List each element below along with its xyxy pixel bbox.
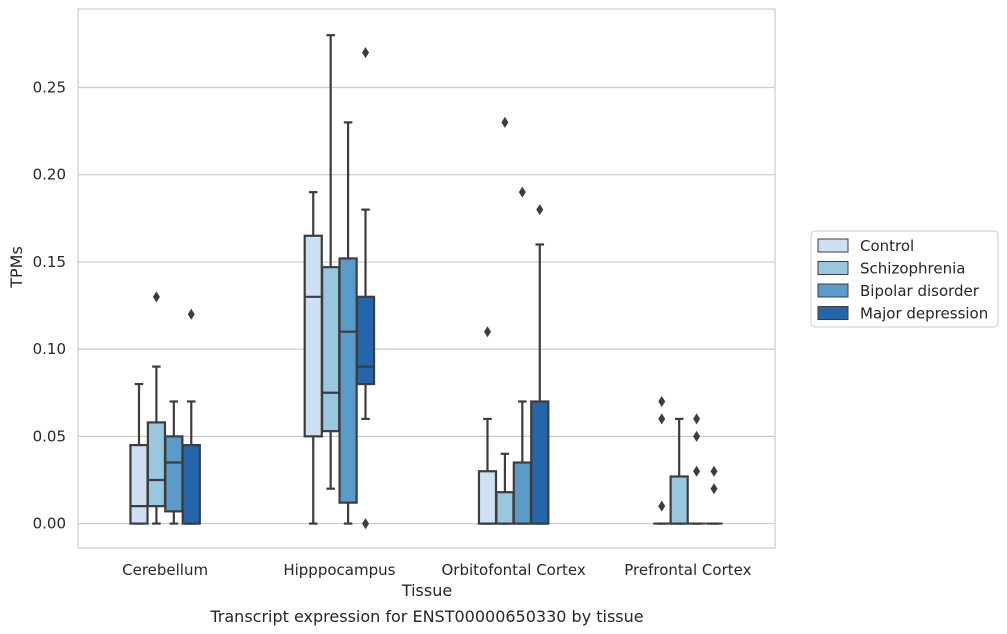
y-tick-label: 0.15 — [33, 253, 66, 271]
x-axis-label: Tissue — [401, 581, 452, 600]
y-tick-label: 0.25 — [33, 78, 66, 96]
outlier-point — [658, 395, 666, 407]
box-body — [303, 234, 323, 438]
legend: Control Schizophrenia Bipolar disorder Majo… — [810, 230, 999, 328]
plot-frame — [77, 8, 776, 549]
box-major-depression — [181, 308, 201, 525]
box-control — [653, 395, 671, 525]
outlier-point — [658, 500, 666, 512]
x-tick-label: Prefrontal Cortex — [624, 561, 751, 579]
box-control — [303, 191, 323, 525]
x-tick-label: Hipppocampus — [283, 561, 395, 579]
y-axis-ticks: 0.00 0.05 0.10 0.15 0.20 0.25 — [33, 78, 66, 532]
outlier-point — [658, 413, 666, 425]
box-major-depression — [530, 204, 550, 525]
outlier-point — [362, 47, 370, 59]
outlier-point — [152, 291, 160, 303]
outlier-point — [693, 465, 701, 477]
box-schizophrenia — [669, 417, 689, 525]
box-body — [495, 491, 515, 525]
outlier-point — [187, 308, 195, 320]
box-body — [338, 257, 358, 504]
outlier-point — [501, 116, 509, 128]
y-tick-label: 0.05 — [33, 427, 66, 445]
box-body — [146, 421, 167, 508]
legend-swatch — [817, 283, 849, 298]
y-tick-label: 0.00 — [33, 515, 66, 533]
box-body — [477, 470, 498, 525]
box-schizophrenia — [146, 291, 167, 525]
legend-label: Major depression — [860, 305, 988, 323]
box-control — [129, 382, 149, 525]
outlier-point — [710, 483, 718, 495]
outlier-point — [693, 413, 701, 425]
box-body — [129, 443, 149, 525]
y-tick-label: 0.10 — [33, 340, 66, 358]
box-body — [669, 475, 689, 525]
chart-title: Transcript expression for ENST0000065033… — [209, 607, 643, 626]
box-bipolar-disorder — [688, 413, 706, 525]
x-axis-ticks: Cerebellum Hipppocampus Orbitofontal Corte… — [122, 561, 751, 579]
x-tick-label: Cerebellum — [122, 561, 208, 579]
legend-label: Schizophrenia — [860, 260, 965, 278]
box-body — [321, 266, 341, 433]
box-body — [181, 443, 201, 525]
box-major-depression — [355, 47, 376, 530]
y-tick-label: 0.20 — [33, 166, 66, 184]
outlier-point — [483, 326, 491, 338]
outlier-point — [536, 204, 544, 216]
legend-frame — [810, 230, 999, 328]
outlier-point — [518, 186, 526, 198]
legend-label: Control — [860, 237, 914, 255]
box-body — [164, 435, 184, 513]
outlier-point — [362, 518, 370, 530]
box-bipolar-disorder — [164, 400, 184, 525]
outlier-point — [693, 430, 701, 442]
box-body — [512, 461, 532, 525]
box-bipolar-disorder — [512, 186, 532, 525]
box-bipolar-disorder — [338, 121, 358, 525]
box-major-depression — [705, 465, 723, 525]
legend-swatch — [817, 261, 849, 275]
box-body — [355, 295, 376, 386]
y-axis-label: TPMs — [7, 246, 26, 289]
legend-label: Bipolar disorder — [860, 282, 980, 300]
box-schizophrenia — [495, 116, 515, 525]
x-tick-label: Orbitofontal Cortex — [442, 561, 586, 579]
box-control — [477, 326, 498, 525]
box-body — [530, 400, 550, 525]
legend-swatch — [817, 306, 849, 320]
box-plots — [129, 34, 723, 530]
legend-swatch — [817, 238, 849, 253]
outlier-point — [710, 465, 718, 477]
